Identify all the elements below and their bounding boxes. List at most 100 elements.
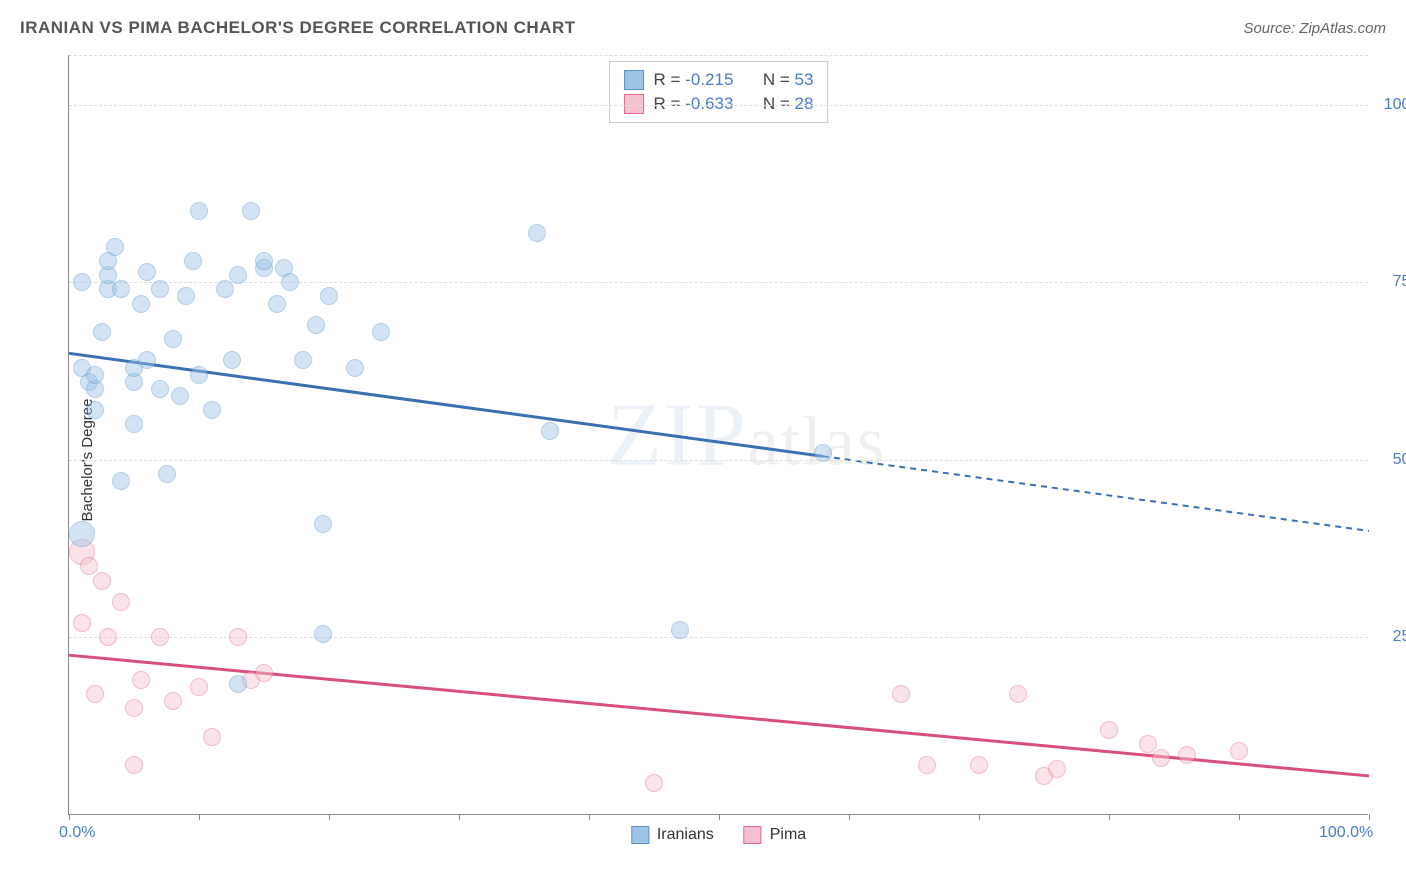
scatter-point-pima (255, 664, 273, 682)
scatter-point-pima (1230, 742, 1248, 760)
trend-lines (69, 55, 1368, 814)
stats-legend: R = -0.215 N = 53 R = -0.633 N = 28 (609, 61, 829, 123)
scatter-point-pima (125, 699, 143, 717)
trendline-iranians (69, 353, 823, 456)
y-tick-label: 75.0% (1378, 273, 1406, 291)
scatter-point-iranians (190, 366, 208, 384)
scatter-point-pima (203, 728, 221, 746)
x-tick-label: 100.0% (1319, 824, 1373, 842)
scatter-point-iranians (86, 401, 104, 419)
scatter-point-iranians (229, 266, 247, 284)
gridline (69, 460, 1368, 461)
scatter-point-iranians (294, 351, 312, 369)
legend-label-pima: Pima (770, 826, 806, 844)
scatter-point-iranians (132, 295, 150, 313)
scatter-point-iranians (112, 472, 130, 490)
scatter-point-pima (970, 756, 988, 774)
x-tick-mark (1109, 814, 1110, 820)
scatter-point-iranians (242, 202, 260, 220)
x-tick-mark (719, 814, 720, 820)
y-tick-label: 50.0% (1378, 451, 1406, 469)
scatter-point-iranians (86, 366, 104, 384)
scatter-point-iranians (255, 252, 273, 270)
scatter-point-iranians (190, 202, 208, 220)
scatter-point-iranians (268, 295, 286, 313)
scatter-point-iranians (73, 273, 91, 291)
chart-title: IRANIAN VS PIMA BACHELOR'S DEGREE CORREL… (20, 18, 576, 38)
scatter-point-pima (125, 756, 143, 774)
scatter-point-iranians (203, 401, 221, 419)
plot-area: ZIPatlas R = -0.215 N = 53 R = -0.633 N … (68, 55, 1368, 815)
chart-container: Bachelor's Degree ZIPatlas R = -0.215 N … (20, 55, 1386, 865)
scatter-point-pima (1152, 749, 1170, 767)
scatter-point-iranians (184, 252, 202, 270)
y-tick-label: 25.0% (1378, 628, 1406, 646)
scatter-point-iranians (307, 316, 325, 334)
x-tick-mark (849, 814, 850, 820)
scatter-point-iranians (281, 273, 299, 291)
scatter-point-pima (99, 628, 117, 646)
scatter-point-iranians (151, 380, 169, 398)
x-tick-mark (979, 814, 980, 820)
legend-item-pima: Pima (744, 826, 806, 844)
legend-swatch-iranians (624, 70, 644, 90)
scatter-point-pima (645, 774, 663, 792)
scatter-point-iranians (320, 287, 338, 305)
scatter-point-iranians (346, 359, 364, 377)
x-tick-label: 0.0% (59, 824, 95, 842)
y-tick-label: 100.0% (1378, 96, 1406, 114)
legend-row-iranians: R = -0.215 N = 53 (624, 68, 814, 92)
scatter-point-iranians (151, 280, 169, 298)
scatter-point-pima (93, 572, 111, 590)
scatter-point-iranians (106, 238, 124, 256)
x-tick-mark (1239, 814, 1240, 820)
scatter-point-iranians (177, 287, 195, 305)
n-label: N = 53 (763, 70, 814, 90)
scatter-point-iranians (171, 387, 189, 405)
scatter-point-iranians (528, 224, 546, 242)
trendline-dashed-iranians (823, 456, 1369, 531)
scatter-point-iranians (372, 323, 390, 341)
legend-label-iranians: Iranians (657, 826, 714, 844)
gridline (69, 282, 1368, 283)
scatter-point-pima (1100, 721, 1118, 739)
legend-swatch-iranians-icon (631, 826, 649, 844)
scatter-point-iranians (229, 675, 247, 693)
legend-swatch-pima-icon (744, 826, 762, 844)
scatter-point-iranians (125, 415, 143, 433)
scatter-point-iranians (93, 323, 111, 341)
scatter-point-iranians (69, 521, 95, 547)
scatter-point-pima (1048, 760, 1066, 778)
scatter-point-pima (164, 692, 182, 710)
x-tick-mark (69, 814, 70, 820)
gridline (69, 55, 1368, 56)
x-tick-mark (459, 814, 460, 820)
scatter-point-pima (132, 671, 150, 689)
x-tick-mark (329, 814, 330, 820)
scatter-point-iranians (541, 422, 559, 440)
scatter-point-pima (892, 685, 910, 703)
scatter-point-pima (918, 756, 936, 774)
scatter-point-iranians (138, 351, 156, 369)
scatter-point-pima (86, 685, 104, 703)
scatter-point-pima (190, 678, 208, 696)
legend-item-iranians: Iranians (631, 826, 714, 844)
scatter-point-iranians (138, 263, 156, 281)
x-tick-mark (1369, 814, 1370, 820)
x-tick-mark (589, 814, 590, 820)
scatter-point-iranians (216, 280, 234, 298)
r-label: R = -0.215 (654, 70, 734, 90)
scatter-point-iranians (223, 351, 241, 369)
series-legend: Iranians Pima (631, 826, 806, 844)
x-tick-mark (199, 814, 200, 820)
scatter-point-iranians (314, 515, 332, 533)
scatter-point-pima (1178, 746, 1196, 764)
scatter-point-iranians (112, 280, 130, 298)
scatter-point-iranians (671, 621, 689, 639)
scatter-point-iranians (164, 330, 182, 348)
scatter-point-iranians (158, 465, 176, 483)
gridline (69, 637, 1368, 638)
scatter-point-pima (229, 628, 247, 646)
scatter-point-pima (1009, 685, 1027, 703)
scatter-point-iranians (814, 444, 832, 462)
